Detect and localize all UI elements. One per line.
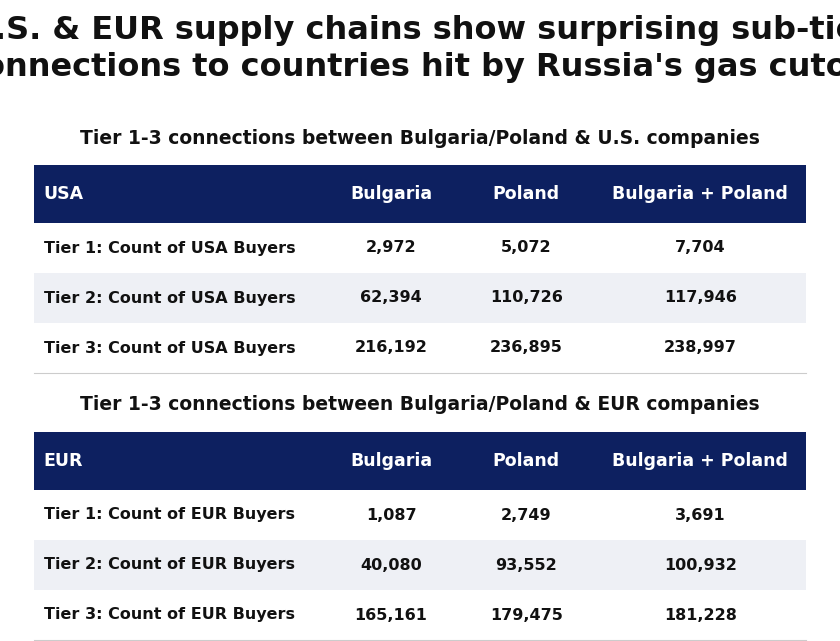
Bar <box>594 590 806 640</box>
Bar <box>594 540 806 590</box>
Text: Tier 3: Count of USA Buyers: Tier 3: Count of USA Buyers <box>44 340 295 356</box>
Bar <box>323 223 459 273</box>
Bar <box>323 323 459 373</box>
Text: USA: USA <box>44 185 84 203</box>
Bar <box>459 323 594 373</box>
Bar <box>459 590 594 640</box>
Text: Bulgaria + Poland: Bulgaria + Poland <box>612 185 788 203</box>
Text: Tier 1: Count of EUR Buyers: Tier 1: Count of EUR Buyers <box>44 508 295 522</box>
Bar <box>323 165 459 223</box>
Bar <box>594 323 806 373</box>
Text: U.S. & EUR supply chains show surprising sub-tier
connections to countries hit b: U.S. & EUR supply chains show surprising… <box>0 15 840 83</box>
Bar <box>594 273 806 323</box>
Bar <box>594 490 806 540</box>
Bar <box>34 432 323 490</box>
Text: 179,475: 179,475 <box>490 608 563 622</box>
Text: 93,552: 93,552 <box>496 558 557 572</box>
Text: Bulgaria: Bulgaria <box>350 185 432 203</box>
Text: 117,946: 117,946 <box>664 290 737 306</box>
Text: 181,228: 181,228 <box>664 608 737 622</box>
Text: 1,087: 1,087 <box>365 508 417 522</box>
Text: Poland: Poland <box>493 185 559 203</box>
Text: Tier 2: Count of EUR Buyers: Tier 2: Count of EUR Buyers <box>44 558 295 572</box>
Bar <box>34 165 323 223</box>
Text: 238,997: 238,997 <box>664 340 737 356</box>
Bar <box>459 540 594 590</box>
Bar <box>34 273 323 323</box>
Bar <box>34 223 323 273</box>
Text: 62,394: 62,394 <box>360 290 422 306</box>
Text: EUR: EUR <box>44 452 83 470</box>
Bar <box>459 432 594 490</box>
Bar <box>323 540 459 590</box>
Bar <box>34 490 323 540</box>
Text: 236,895: 236,895 <box>490 340 563 356</box>
Text: Tier 1-3 connections between Bulgaria/Poland & EUR companies: Tier 1-3 connections between Bulgaria/Po… <box>80 395 760 415</box>
Bar <box>323 590 459 640</box>
Bar <box>594 432 806 490</box>
Bar <box>323 432 459 490</box>
Bar <box>459 490 594 540</box>
Text: 2,972: 2,972 <box>365 240 417 256</box>
Text: 110,726: 110,726 <box>490 290 563 306</box>
Text: Tier 1-3 connections between Bulgaria/Poland & U.S. companies: Tier 1-3 connections between Bulgaria/Po… <box>80 128 760 147</box>
Text: 2,749: 2,749 <box>501 508 552 522</box>
Text: Bulgaria + Poland: Bulgaria + Poland <box>612 452 788 470</box>
Bar <box>594 165 806 223</box>
Bar <box>594 223 806 273</box>
Bar <box>459 223 594 273</box>
Text: Tier 3: Count of EUR Buyers: Tier 3: Count of EUR Buyers <box>44 608 295 622</box>
Bar <box>34 540 323 590</box>
Text: 40,080: 40,080 <box>360 558 422 572</box>
Text: 7,704: 7,704 <box>675 240 726 256</box>
Text: 165,161: 165,161 <box>354 608 428 622</box>
Text: Tier 1: Count of USA Buyers: Tier 1: Count of USA Buyers <box>44 240 295 256</box>
Text: 5,072: 5,072 <box>501 240 552 256</box>
Text: Bulgaria: Bulgaria <box>350 452 432 470</box>
Bar <box>323 490 459 540</box>
Text: 3,691: 3,691 <box>675 508 726 522</box>
Bar <box>34 323 323 373</box>
Bar <box>323 273 459 323</box>
Text: 100,932: 100,932 <box>664 558 737 572</box>
Bar <box>459 165 594 223</box>
Bar <box>34 590 323 640</box>
Bar <box>459 273 594 323</box>
Text: Poland: Poland <box>493 452 559 470</box>
Text: Tier 2: Count of USA Buyers: Tier 2: Count of USA Buyers <box>44 290 295 306</box>
Text: 216,192: 216,192 <box>354 340 428 356</box>
